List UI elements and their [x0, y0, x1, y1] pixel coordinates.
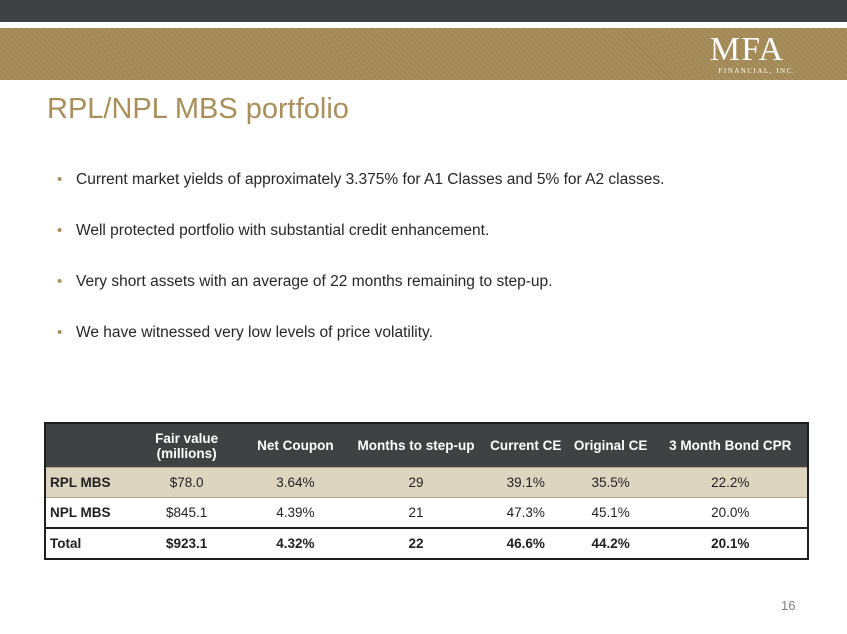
header-cell-empty — [45, 423, 131, 468]
cell-cpr: 20.1% — [653, 527, 808, 559]
header-original-ce: Original CE — [567, 423, 654, 468]
row-label: NPL MBS — [45, 497, 131, 528]
slide-title: RPL/NPL MBS portfolio — [47, 93, 349, 125]
bullet-text: Very short assets with an average of 22 … — [76, 273, 553, 290]
table-total-row: Total $923.1 4.32% 22 46.6% 44.2% 20.1% — [45, 527, 808, 559]
cell-fair-value: $845.1 — [130, 497, 243, 528]
table-row: NPL MBS $845.1 4.39% 21 47.3% 45.1% 20.0… — [45, 497, 808, 528]
cell-fair-value: $78.0 — [130, 467, 243, 498]
page-number: 16 — [781, 598, 796, 613]
cell-current-ce: 39.1% — [483, 467, 568, 498]
cell-original-ce: 44.2% — [567, 527, 654, 559]
cell-original-ce: 35.5% — [567, 467, 654, 498]
header-fair-value: Fair value (millions) — [130, 423, 243, 468]
portfolio-table: Fair value (millions) Net Coupon Months … — [44, 422, 809, 560]
bullet-dot-icon: • — [57, 324, 63, 341]
row-label: RPL MBS — [45, 467, 131, 498]
bullet-text: Well protected portfolio with substantia… — [76, 222, 490, 239]
bullet-text: Current market yields of approximately 3… — [76, 171, 665, 188]
header-months-to-step-up: Months to step-up — [348, 423, 484, 468]
company-logo: MFA FINANCIAL, INC. — [692, 31, 802, 76]
bullet-text: We have witnessed very low levels of pri… — [76, 324, 433, 341]
cell-original-ce: 45.1% — [567, 497, 654, 528]
logo-subtitle: FINANCIAL, INC. — [718, 67, 796, 75]
cell-current-ce: 47.3% — [483, 497, 568, 528]
cell-cpr: 22.2% — [653, 467, 808, 498]
header-current-ce: Current CE — [483, 423, 568, 468]
top-header-bar — [0, 0, 847, 22]
bullet-item: • Well protected portfolio with substanti… — [52, 221, 812, 241]
cell-fair-value: $923.1 — [130, 527, 243, 559]
cell-net-coupon: 4.39% — [242, 497, 349, 528]
bullet-dot-icon: • — [57, 273, 63, 290]
cell-net-coupon: 3.64% — [242, 467, 349, 498]
bullet-item: • Current market yields of approximately … — [52, 170, 812, 190]
table-header-row: Fair value (millions) Net Coupon Months … — [45, 423, 808, 468]
cell-months: 29 — [348, 467, 484, 498]
bullet-dot-icon: • — [57, 222, 63, 239]
cell-months: 21 — [348, 497, 484, 528]
header-bond-cpr: 3 Month Bond CPR — [653, 423, 808, 468]
gold-banner — [0, 28, 847, 80]
table-row: RPL MBS $78.0 3.64% 29 39.1% 35.5% 22.2% — [45, 467, 808, 498]
bullet-item: • Very short assets with an average of 22… — [52, 272, 812, 292]
bullet-item: • We have witnessed very low levels of pr… — [52, 323, 812, 343]
row-label: Total — [45, 527, 131, 559]
cell-current-ce: 46.6% — [483, 527, 568, 559]
header-net-coupon: Net Coupon — [242, 423, 349, 468]
bullet-list: • Current market yields of approximately … — [52, 170, 812, 374]
header-divider — [0, 22, 847, 28]
cell-net-coupon: 4.32% — [242, 527, 349, 559]
bullet-dot-icon: • — [57, 171, 63, 188]
cell-cpr: 20.0% — [653, 497, 808, 528]
cell-months: 22 — [348, 527, 484, 559]
logo-mark: MFA — [709, 31, 785, 68]
